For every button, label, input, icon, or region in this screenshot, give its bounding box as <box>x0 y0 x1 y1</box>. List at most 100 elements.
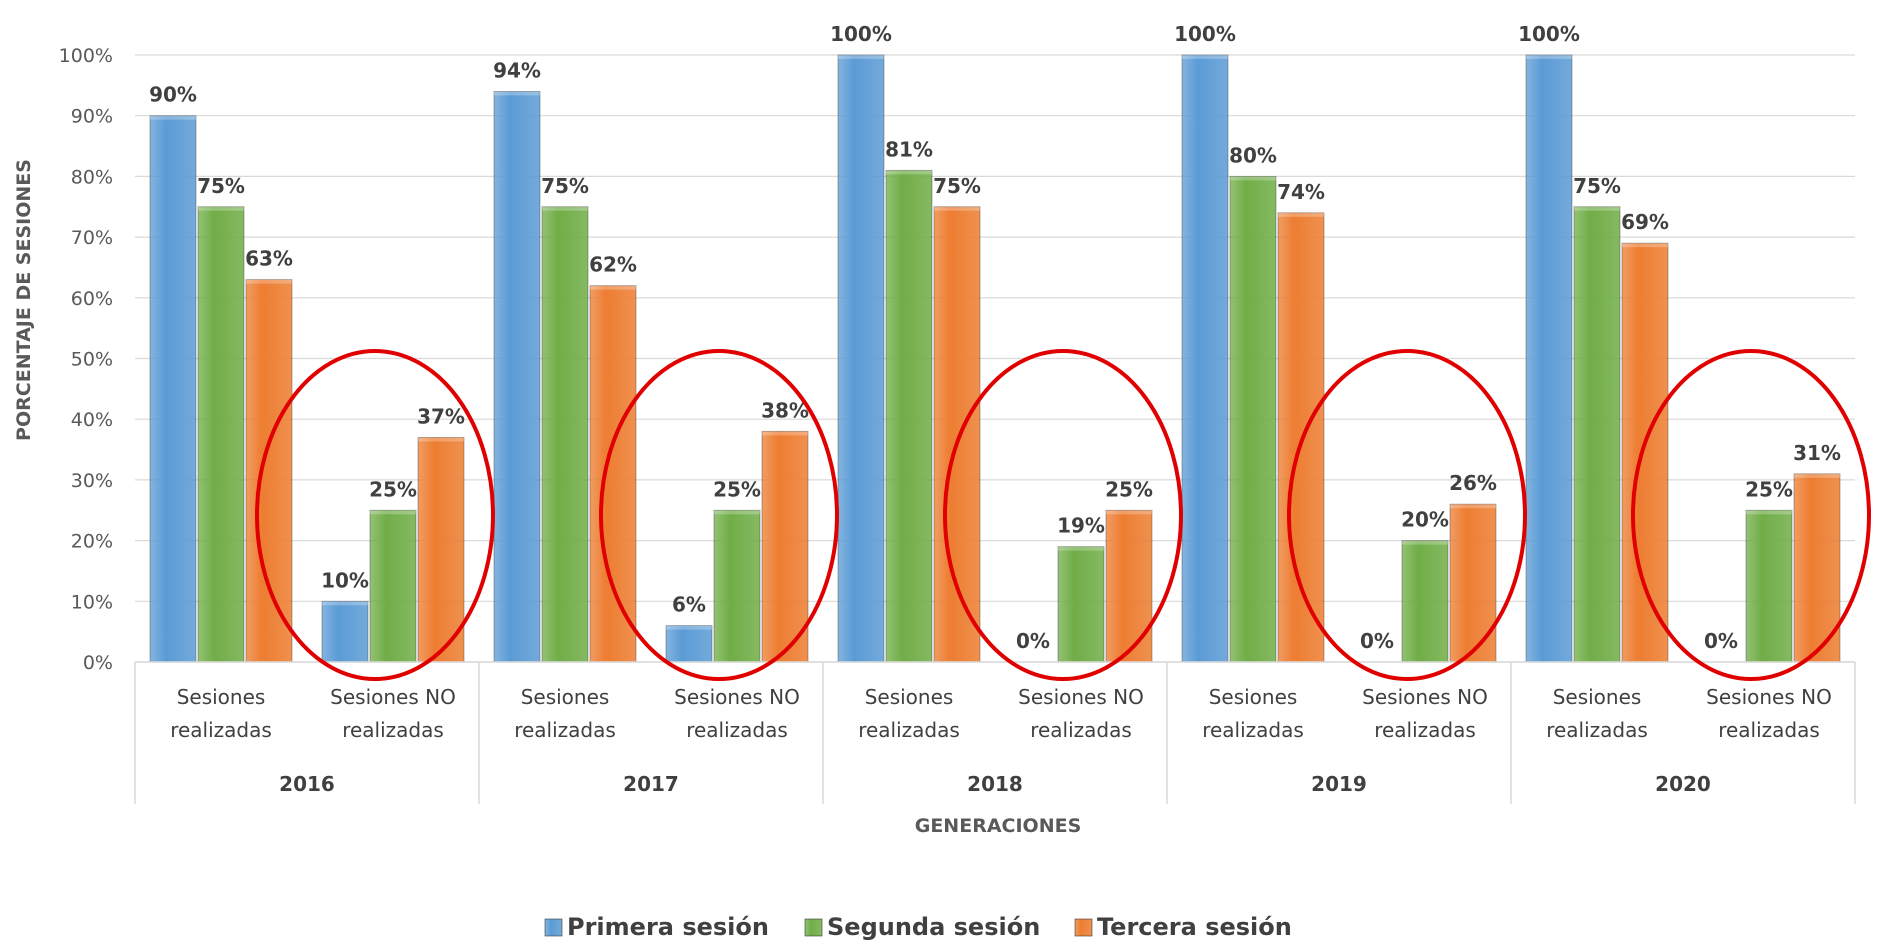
bar <box>197 206 245 663</box>
y-tick-label: 30% <box>71 470 113 492</box>
y-tick-label: 0% <box>83 652 113 674</box>
legend-swatch <box>804 918 823 937</box>
bar-top-highlight <box>494 91 540 96</box>
bar-top-highlight <box>1450 504 1496 509</box>
bar-top-highlight <box>934 206 980 211</box>
x-group-label: 2017 <box>623 772 679 796</box>
data-label: 90% <box>149 83 197 107</box>
bar-top-highlight <box>714 510 760 515</box>
bar <box>1573 206 1621 663</box>
y-tick-label: 60% <box>71 288 113 310</box>
data-label: 0% <box>1016 629 1050 653</box>
y-tick-label: 80% <box>71 166 113 188</box>
y-tick-label: 50% <box>71 349 113 371</box>
data-label: 25% <box>1105 477 1153 501</box>
bar-top-highlight <box>370 510 416 515</box>
bar <box>1449 503 1497 663</box>
bar <box>1621 242 1669 663</box>
bar-top-highlight <box>838 55 884 59</box>
x-category-label: realizadas <box>342 718 444 742</box>
x-group-label: 2019 <box>1311 772 1367 796</box>
y-tick-label: 90% <box>71 106 113 128</box>
bars <box>149 54 1841 663</box>
bar-top-highlight <box>762 431 808 436</box>
bar-top-highlight <box>418 437 464 442</box>
bar <box>1401 540 1449 663</box>
x-category-label: realizadas <box>1546 718 1648 742</box>
highlight-circles <box>255 349 1871 681</box>
data-label: 6% <box>672 593 706 617</box>
bar-top-highlight <box>1182 55 1228 59</box>
bar-top-highlight <box>1058 546 1104 551</box>
bar <box>665 625 713 663</box>
y-axis-title: PORCENTAJE DE SESIONES <box>13 159 35 441</box>
legend: Primera sesión Segunda sesión Tercera sesi… <box>544 913 1292 941</box>
bar <box>1745 509 1793 663</box>
bar-top-highlight <box>1622 243 1668 248</box>
data-label: 25% <box>369 477 417 501</box>
x-category-label: Sesiones NO <box>330 685 456 709</box>
data-label: 37% <box>417 404 465 428</box>
data-label: 19% <box>1057 514 1105 538</box>
bar-top-highlight <box>590 285 636 290</box>
bar <box>1181 54 1229 663</box>
data-label: 100% <box>1518 22 1580 46</box>
bar <box>493 91 541 663</box>
x-category-label: realizadas <box>1030 718 1132 742</box>
data-label: 94% <box>493 58 541 82</box>
highlight-ellipse <box>943 349 1183 681</box>
bar-top-highlight <box>666 625 712 630</box>
bar-top-highlight <box>322 601 368 606</box>
bar <box>933 206 981 663</box>
x-category-label: Sesiones NO <box>674 685 800 709</box>
bar-top-highlight <box>246 279 292 284</box>
bar <box>1105 509 1153 663</box>
data-label: 75% <box>541 174 589 198</box>
x-group-label: 2018 <box>967 772 1023 796</box>
bar <box>1525 54 1573 663</box>
x-axis-title: GENERACIONES <box>915 815 1082 837</box>
x-category-label: Sesiones <box>865 685 954 709</box>
highlight-ellipse <box>599 349 839 681</box>
data-label: 10% <box>321 568 369 592</box>
data-labels: 90% 75% 63% 10% 25% 37% 94% 75% 62% 6% 25% 38% 100% 8… <box>149 22 1841 653</box>
bar-top-highlight <box>1526 55 1572 59</box>
y-tick-label: 100% <box>59 45 113 67</box>
x-group-label: 2020 <box>1655 772 1711 796</box>
data-label: 75% <box>197 174 245 198</box>
legend-label: Tercera sesión <box>1097 913 1292 941</box>
bar-top-highlight <box>1278 212 1324 217</box>
data-label: 0% <box>1360 629 1394 653</box>
y-tick-label: 10% <box>71 591 113 613</box>
bar-top-highlight <box>1106 510 1152 515</box>
bar-top-highlight <box>1230 176 1276 181</box>
data-label: 62% <box>589 253 637 277</box>
bar <box>713 509 761 663</box>
bar-top-highlight <box>1794 473 1840 478</box>
data-label: 0% <box>1704 629 1738 653</box>
bar-top-highlight <box>150 115 196 120</box>
data-label: 25% <box>713 477 761 501</box>
x-category-label: Sesiones NO <box>1706 685 1832 709</box>
highlight-ellipse <box>1631 349 1871 681</box>
bar <box>541 206 589 663</box>
x-category-label: Sesiones <box>177 685 266 709</box>
bar <box>885 169 933 663</box>
legend-swatch <box>1074 918 1093 937</box>
data-label: 38% <box>761 398 809 422</box>
data-label: 31% <box>1793 441 1841 465</box>
x-category-label: realizadas <box>170 718 272 742</box>
data-label: 75% <box>1573 174 1621 198</box>
data-label: 20% <box>1401 508 1449 532</box>
data-label: 74% <box>1277 180 1325 204</box>
data-label: 26% <box>1449 471 1497 495</box>
x-category-label: realizadas <box>1718 718 1820 742</box>
y-tick-label: 40% <box>71 409 113 431</box>
x-category-label: Sesiones <box>1553 685 1642 709</box>
data-label: 100% <box>1174 22 1236 46</box>
highlight-ellipse <box>255 349 495 681</box>
bar-top-highlight <box>1746 510 1792 515</box>
data-label: 69% <box>1621 210 1669 234</box>
